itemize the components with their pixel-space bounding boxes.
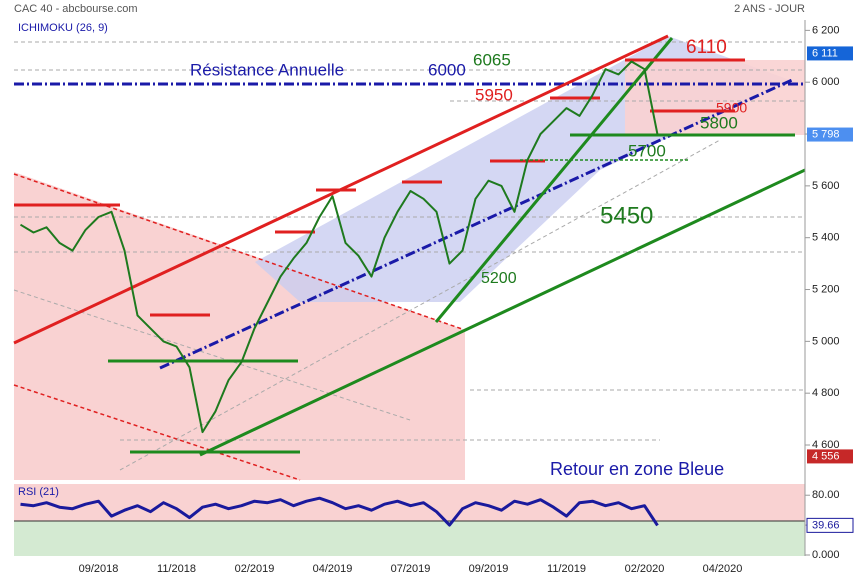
y-tick-label: 4 600 xyxy=(812,439,840,451)
annotation: 5800 xyxy=(700,113,738,132)
y-tick-label: 5 400 xyxy=(812,232,840,244)
bear-zone xyxy=(14,172,465,480)
x-tick-label: 11/2018 xyxy=(157,563,196,575)
rsi-oversold xyxy=(14,521,805,556)
guide-lines xyxy=(13,41,805,471)
support-line xyxy=(199,168,806,457)
rsi-title: RSI (21) xyxy=(18,486,59,498)
y-tick-label: 5 000 xyxy=(812,335,840,347)
price-badge xyxy=(807,449,853,464)
price-badge-label: 6 111 xyxy=(812,47,838,59)
y-tick-label: 4 800 xyxy=(812,387,840,399)
rsi-line xyxy=(20,496,659,527)
price-badge xyxy=(807,46,853,61)
levels xyxy=(14,58,795,454)
annotation: 5200 xyxy=(481,270,517,287)
x-tick-label: 11/2019 xyxy=(547,563,586,575)
annotation: Retour en zone Bleue xyxy=(550,459,724,479)
annotation: 5450 xyxy=(600,202,653,229)
x-tick-label: 09/2018 xyxy=(79,563,119,575)
rsi-badge xyxy=(806,517,854,533)
y-tick-label: 6 000 xyxy=(812,76,840,88)
x-tick-label: 02/2020 xyxy=(625,563,665,575)
annotation: 6065 xyxy=(473,50,511,69)
rsi-tick-label: 0.000 xyxy=(812,549,840,561)
y-tick-label: 5 200 xyxy=(812,283,840,295)
x-tick-label: 04/2019 xyxy=(313,563,353,575)
chart-title: CAC 40 - abcbourse.com xyxy=(14,3,138,15)
price-badge xyxy=(807,127,853,142)
annotation: Résistance Annuelle xyxy=(190,60,344,79)
trend-line xyxy=(159,78,793,370)
indicator-label: ICHIMOKU (26, 9) xyxy=(18,22,108,34)
x-tick-label: 02/2019 xyxy=(235,563,275,575)
subtitle: 2 ANS - JOUR xyxy=(734,3,805,15)
rsi-overbought xyxy=(14,484,805,521)
annotation: 6000 xyxy=(428,60,466,79)
channel-line xyxy=(13,173,466,331)
x-tick-label: 07/2019 xyxy=(391,563,431,575)
annotation: 5900 xyxy=(716,100,747,116)
y-tick-label: 5 600 xyxy=(812,180,840,192)
price-badge-label: 5 798 xyxy=(812,128,840,140)
rsi-tick-label: 80.00 xyxy=(812,489,840,501)
annotation: 5700 xyxy=(628,141,666,160)
support-line xyxy=(434,37,674,323)
x-tick-label: 04/2020 xyxy=(703,563,743,575)
x-tick-label: 09/2019 xyxy=(469,563,509,575)
price-badge-label: 4 556 xyxy=(812,450,840,462)
y-tick-label: 6 200 xyxy=(812,24,840,36)
price-line xyxy=(19,60,659,434)
channel-line xyxy=(13,384,301,481)
rsi-badge-label: 39.66 xyxy=(812,519,840,531)
annotation: 6110 xyxy=(686,37,727,58)
annotation: 5950 xyxy=(475,85,513,104)
